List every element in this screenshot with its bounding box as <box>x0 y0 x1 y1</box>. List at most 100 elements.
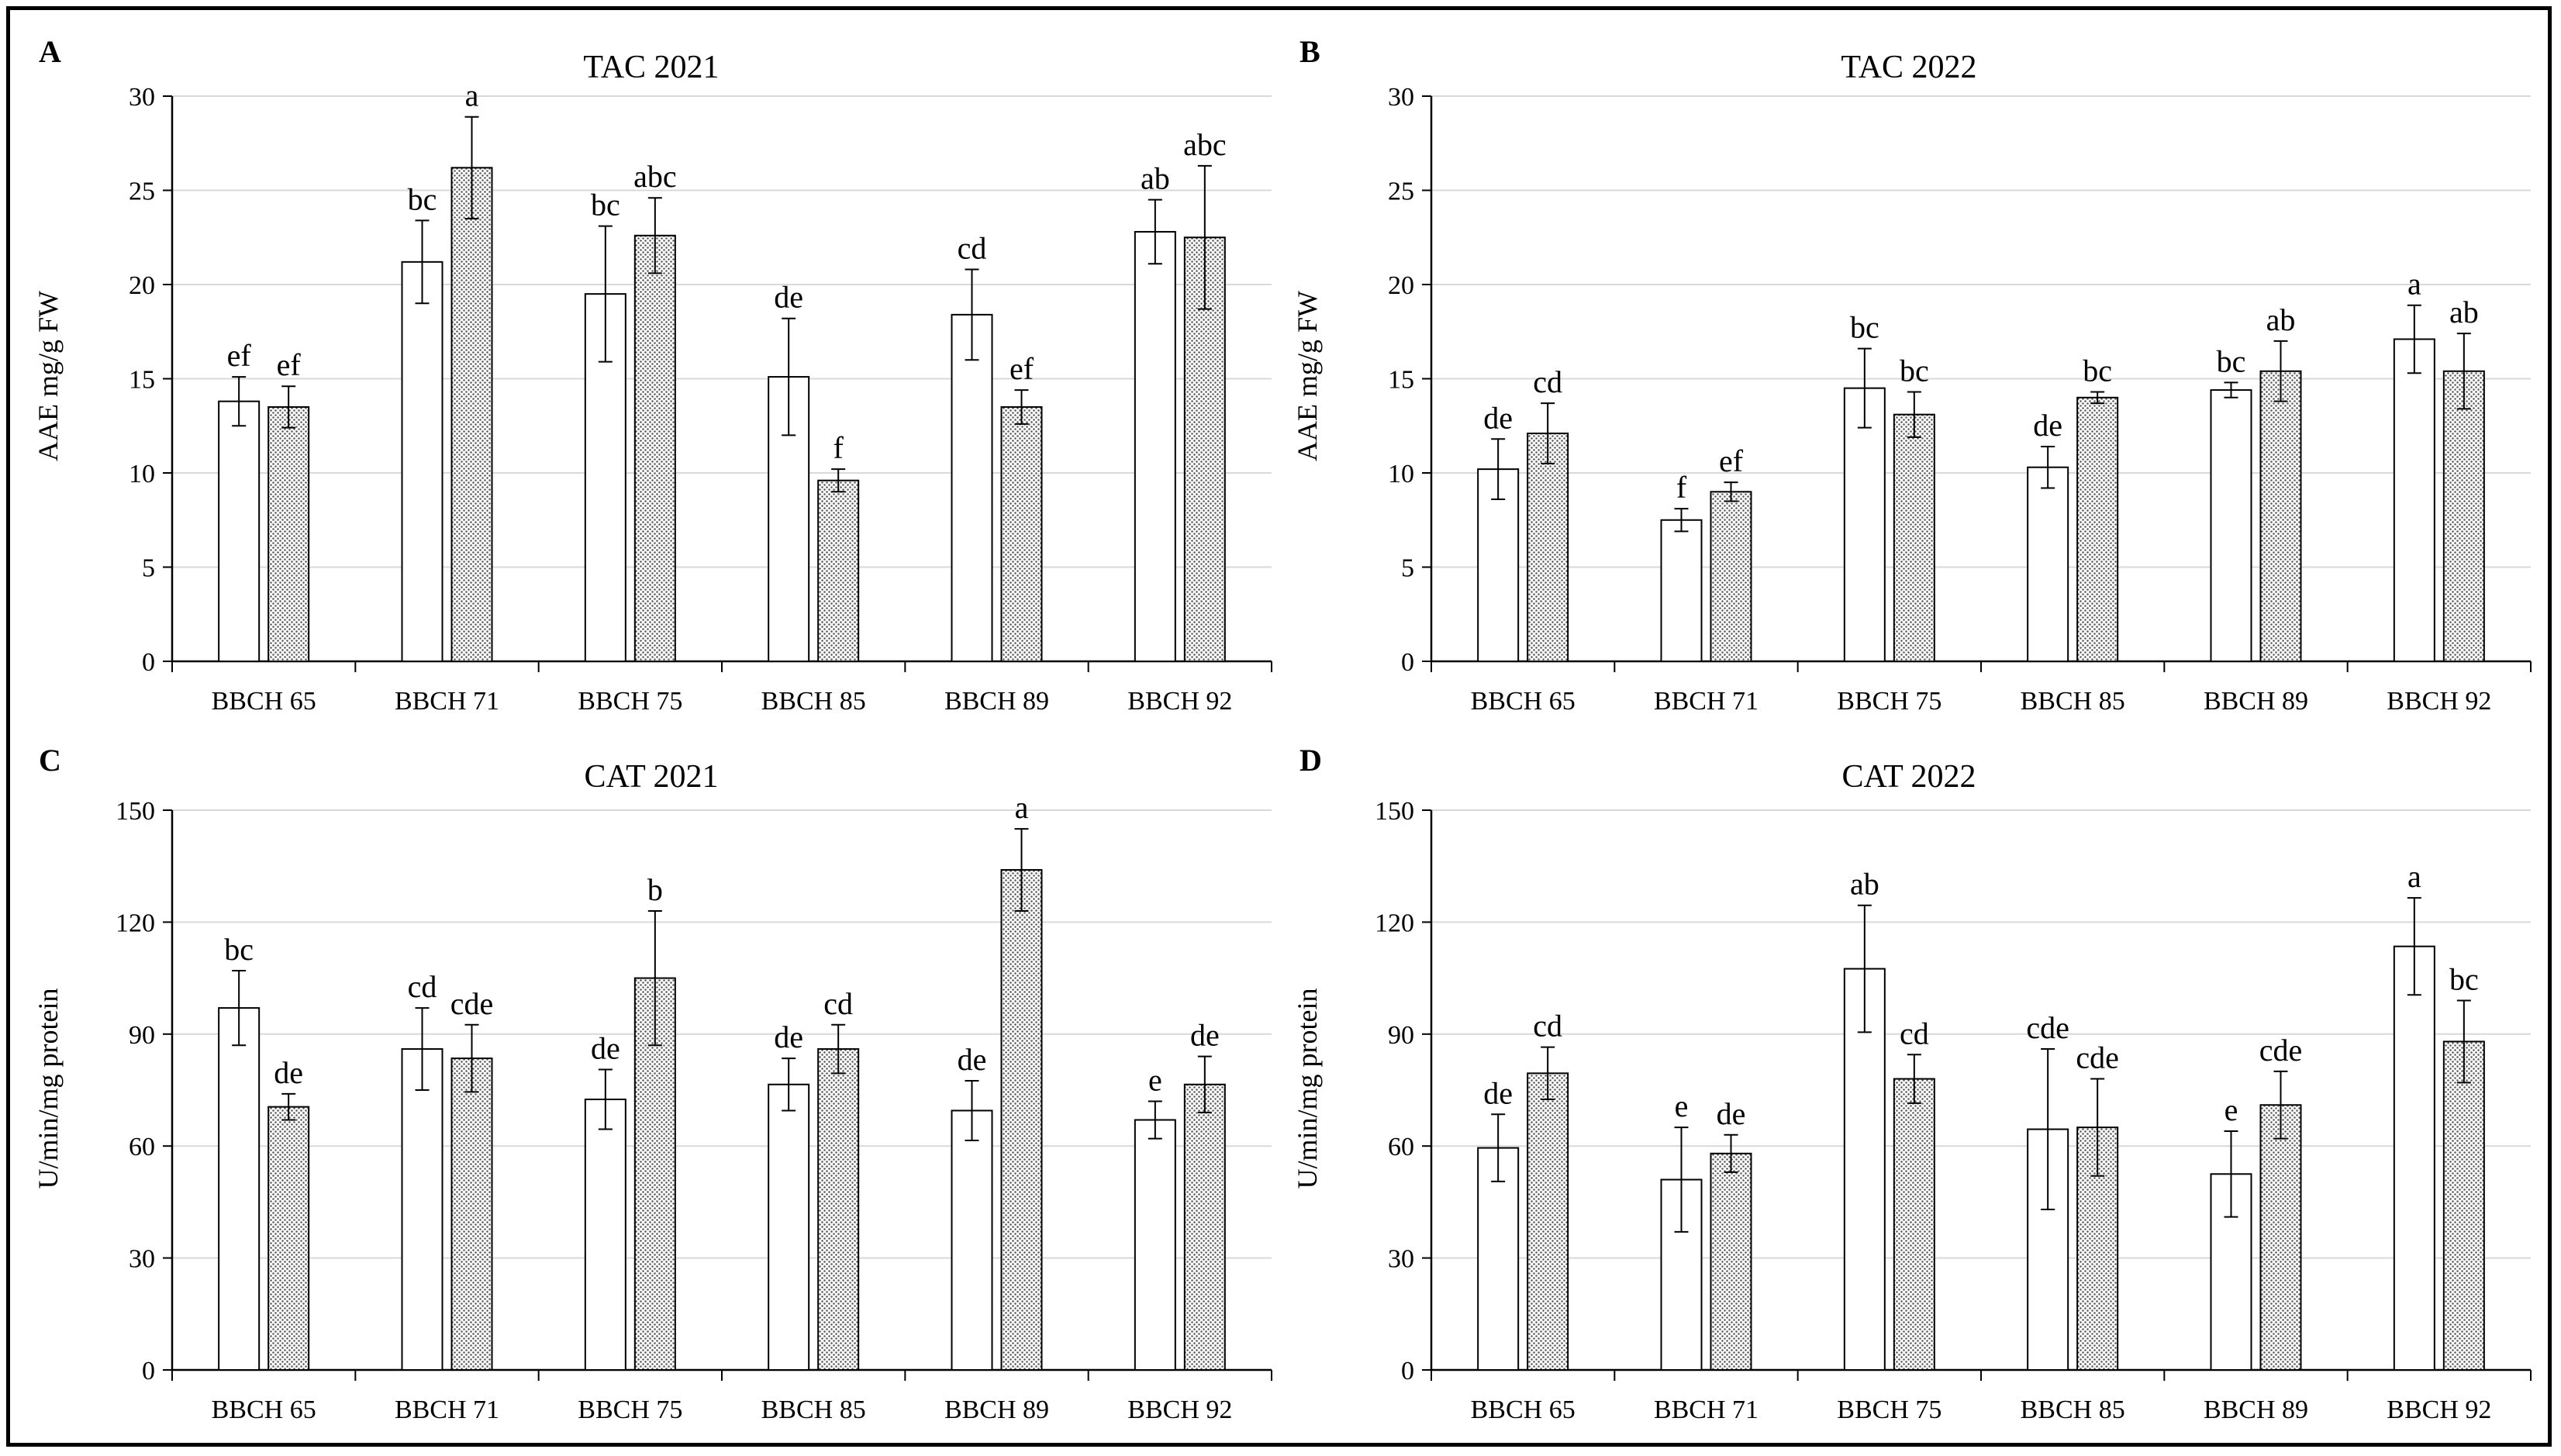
significance-label: bc <box>2217 343 2246 378</box>
significance-label: e <box>1148 1062 1162 1097</box>
x-category-label: BBCH 65 <box>212 687 316 716</box>
y-tick-label: 30 <box>129 83 155 112</box>
bar-dotted <box>1893 413 1935 662</box>
panel-d: D CAT 2022 U/min/mg protein 0 30 60 90 120 15… <box>1292 743 2532 1424</box>
significance-label: bc <box>591 188 620 223</box>
panel-a: A TAC 2021 AAE mg/g FW 0 5 10 15 20 25 30 BBCH … <box>33 34 1272 716</box>
x-category-label: BBCH 65 <box>1471 687 1576 716</box>
x-category-label: BBCH 65 <box>1471 1396 1576 1424</box>
significance-label: ab <box>1141 161 1170 196</box>
significance-label: de <box>774 280 803 315</box>
y-tick-label: 0 <box>142 1357 155 1385</box>
significance-label: de <box>2033 408 2062 443</box>
bar-dotted <box>450 1057 493 1371</box>
significance-label: cd <box>1900 1016 1929 1051</box>
bar-dotted <box>1527 1072 1569 1371</box>
significance-label: de <box>1483 1075 1513 1110</box>
panel-letter: B <box>1299 34 1320 69</box>
bar-open <box>951 313 993 662</box>
bar-open <box>218 1007 261 1371</box>
x-category-label: BBCH 85 <box>2021 687 2125 716</box>
x-category-label: BBCH 71 <box>1654 1396 1759 1424</box>
bar-dotted <box>817 1048 860 1371</box>
x-category-label: BBCH 75 <box>1837 1396 1941 1424</box>
y-tick-label: 60 <box>129 1133 155 1161</box>
x-category-label: BBCH 75 <box>1837 687 1941 716</box>
significance-label: de <box>1190 1018 1220 1053</box>
significance-label: f <box>1676 470 1687 505</box>
bar-dotted <box>1000 869 1043 1371</box>
significance-label: cde <box>2026 1010 2069 1045</box>
x-category-label: BBCH 92 <box>1127 1396 1232 1424</box>
significance-label: bc <box>1850 310 1879 345</box>
bar-open <box>1843 968 1886 1371</box>
bar-dotted <box>267 405 310 662</box>
x-category-label: BBCH 92 <box>2387 687 2491 716</box>
bar-dotted <box>2076 396 2119 662</box>
chart-title: TAC 2022 <box>1841 50 1976 85</box>
bar-dotted <box>2442 370 2485 662</box>
y-tick-label: 150 <box>1375 797 1414 826</box>
y-tick-label: 5 <box>1401 554 1414 583</box>
y-tick-label: 10 <box>1388 460 1414 488</box>
y-tick-label: 60 <box>1388 1133 1414 1161</box>
significance-label: de <box>774 1020 803 1054</box>
bar-open <box>2393 338 2435 662</box>
bar-open <box>1134 230 1176 662</box>
bar-open <box>951 1109 993 1371</box>
y-tick-label: 90 <box>1388 1021 1414 1050</box>
y-tick-label: 0 <box>142 648 155 677</box>
significance-label: abc <box>1183 127 1227 162</box>
significance-label: cd <box>958 231 987 266</box>
panel-letter: C <box>39 743 61 778</box>
x-category-label: BBCH 92 <box>2387 1396 2491 1424</box>
bar-open <box>1660 519 1703 662</box>
x-category-label: BBCH 71 <box>395 1396 499 1424</box>
significance-label: bc <box>408 181 437 216</box>
y-tick-label: 15 <box>1388 366 1414 395</box>
bar-dotted <box>633 234 676 662</box>
significance-label: cd <box>823 986 853 1021</box>
y-tick-label: 30 <box>1388 1245 1414 1274</box>
significance-label: de <box>958 1042 987 1077</box>
bar-dotted <box>450 167 493 662</box>
significance-label: de <box>1483 400 1513 435</box>
x-category-label: BBCH 85 <box>761 687 866 716</box>
x-category-label: BBCH 85 <box>2021 1396 2125 1424</box>
significance-label: ab <box>2266 302 2296 337</box>
y-tick-label: 25 <box>1388 178 1414 206</box>
significance-label: de <box>591 1031 620 1066</box>
y-axis-label: AAE mg/g FW <box>1292 291 1323 461</box>
bar-open <box>1477 1147 1520 1371</box>
significance-label: cd <box>408 969 437 1004</box>
chart-title: TAC 2021 <box>583 50 719 85</box>
bar-dotted <box>267 1106 310 1371</box>
bar-dotted <box>2259 1104 2302 1371</box>
y-tick-label: 20 <box>129 271 155 300</box>
significance-label: a <box>2407 859 2421 894</box>
bar-dotted <box>2442 1040 2485 1371</box>
significance-label: bc <box>2449 961 2479 996</box>
significance-label: a <box>1015 790 1029 825</box>
y-axis-label: U/min/mg protein <box>1292 988 1323 1189</box>
y-tick-label: 0 <box>1401 648 1414 677</box>
y-tick-label: 0 <box>1401 1357 1414 1385</box>
significance-label: e <box>1675 1089 1689 1123</box>
x-category-label: BBCH 71 <box>395 687 499 716</box>
bar-open <box>1843 387 1886 662</box>
y-tick-label: 120 <box>1375 909 1414 937</box>
bar-open <box>768 1083 810 1371</box>
y-tick-label: 90 <box>129 1021 155 1050</box>
significance-label: cd <box>1533 1009 1562 1044</box>
panel-letter: A <box>39 34 61 69</box>
y-axis-label: AAE mg/g FW <box>33 291 64 461</box>
y-axis-label: U/min/mg protein <box>33 988 64 1189</box>
x-category-label: BBCH 89 <box>2204 687 2308 716</box>
bar-open <box>401 260 444 662</box>
bar-open <box>1134 1119 1176 1371</box>
significance-label: ef <box>1719 443 1744 478</box>
significance-label: ef <box>1010 351 1034 386</box>
y-tick-label: 150 <box>116 797 155 826</box>
